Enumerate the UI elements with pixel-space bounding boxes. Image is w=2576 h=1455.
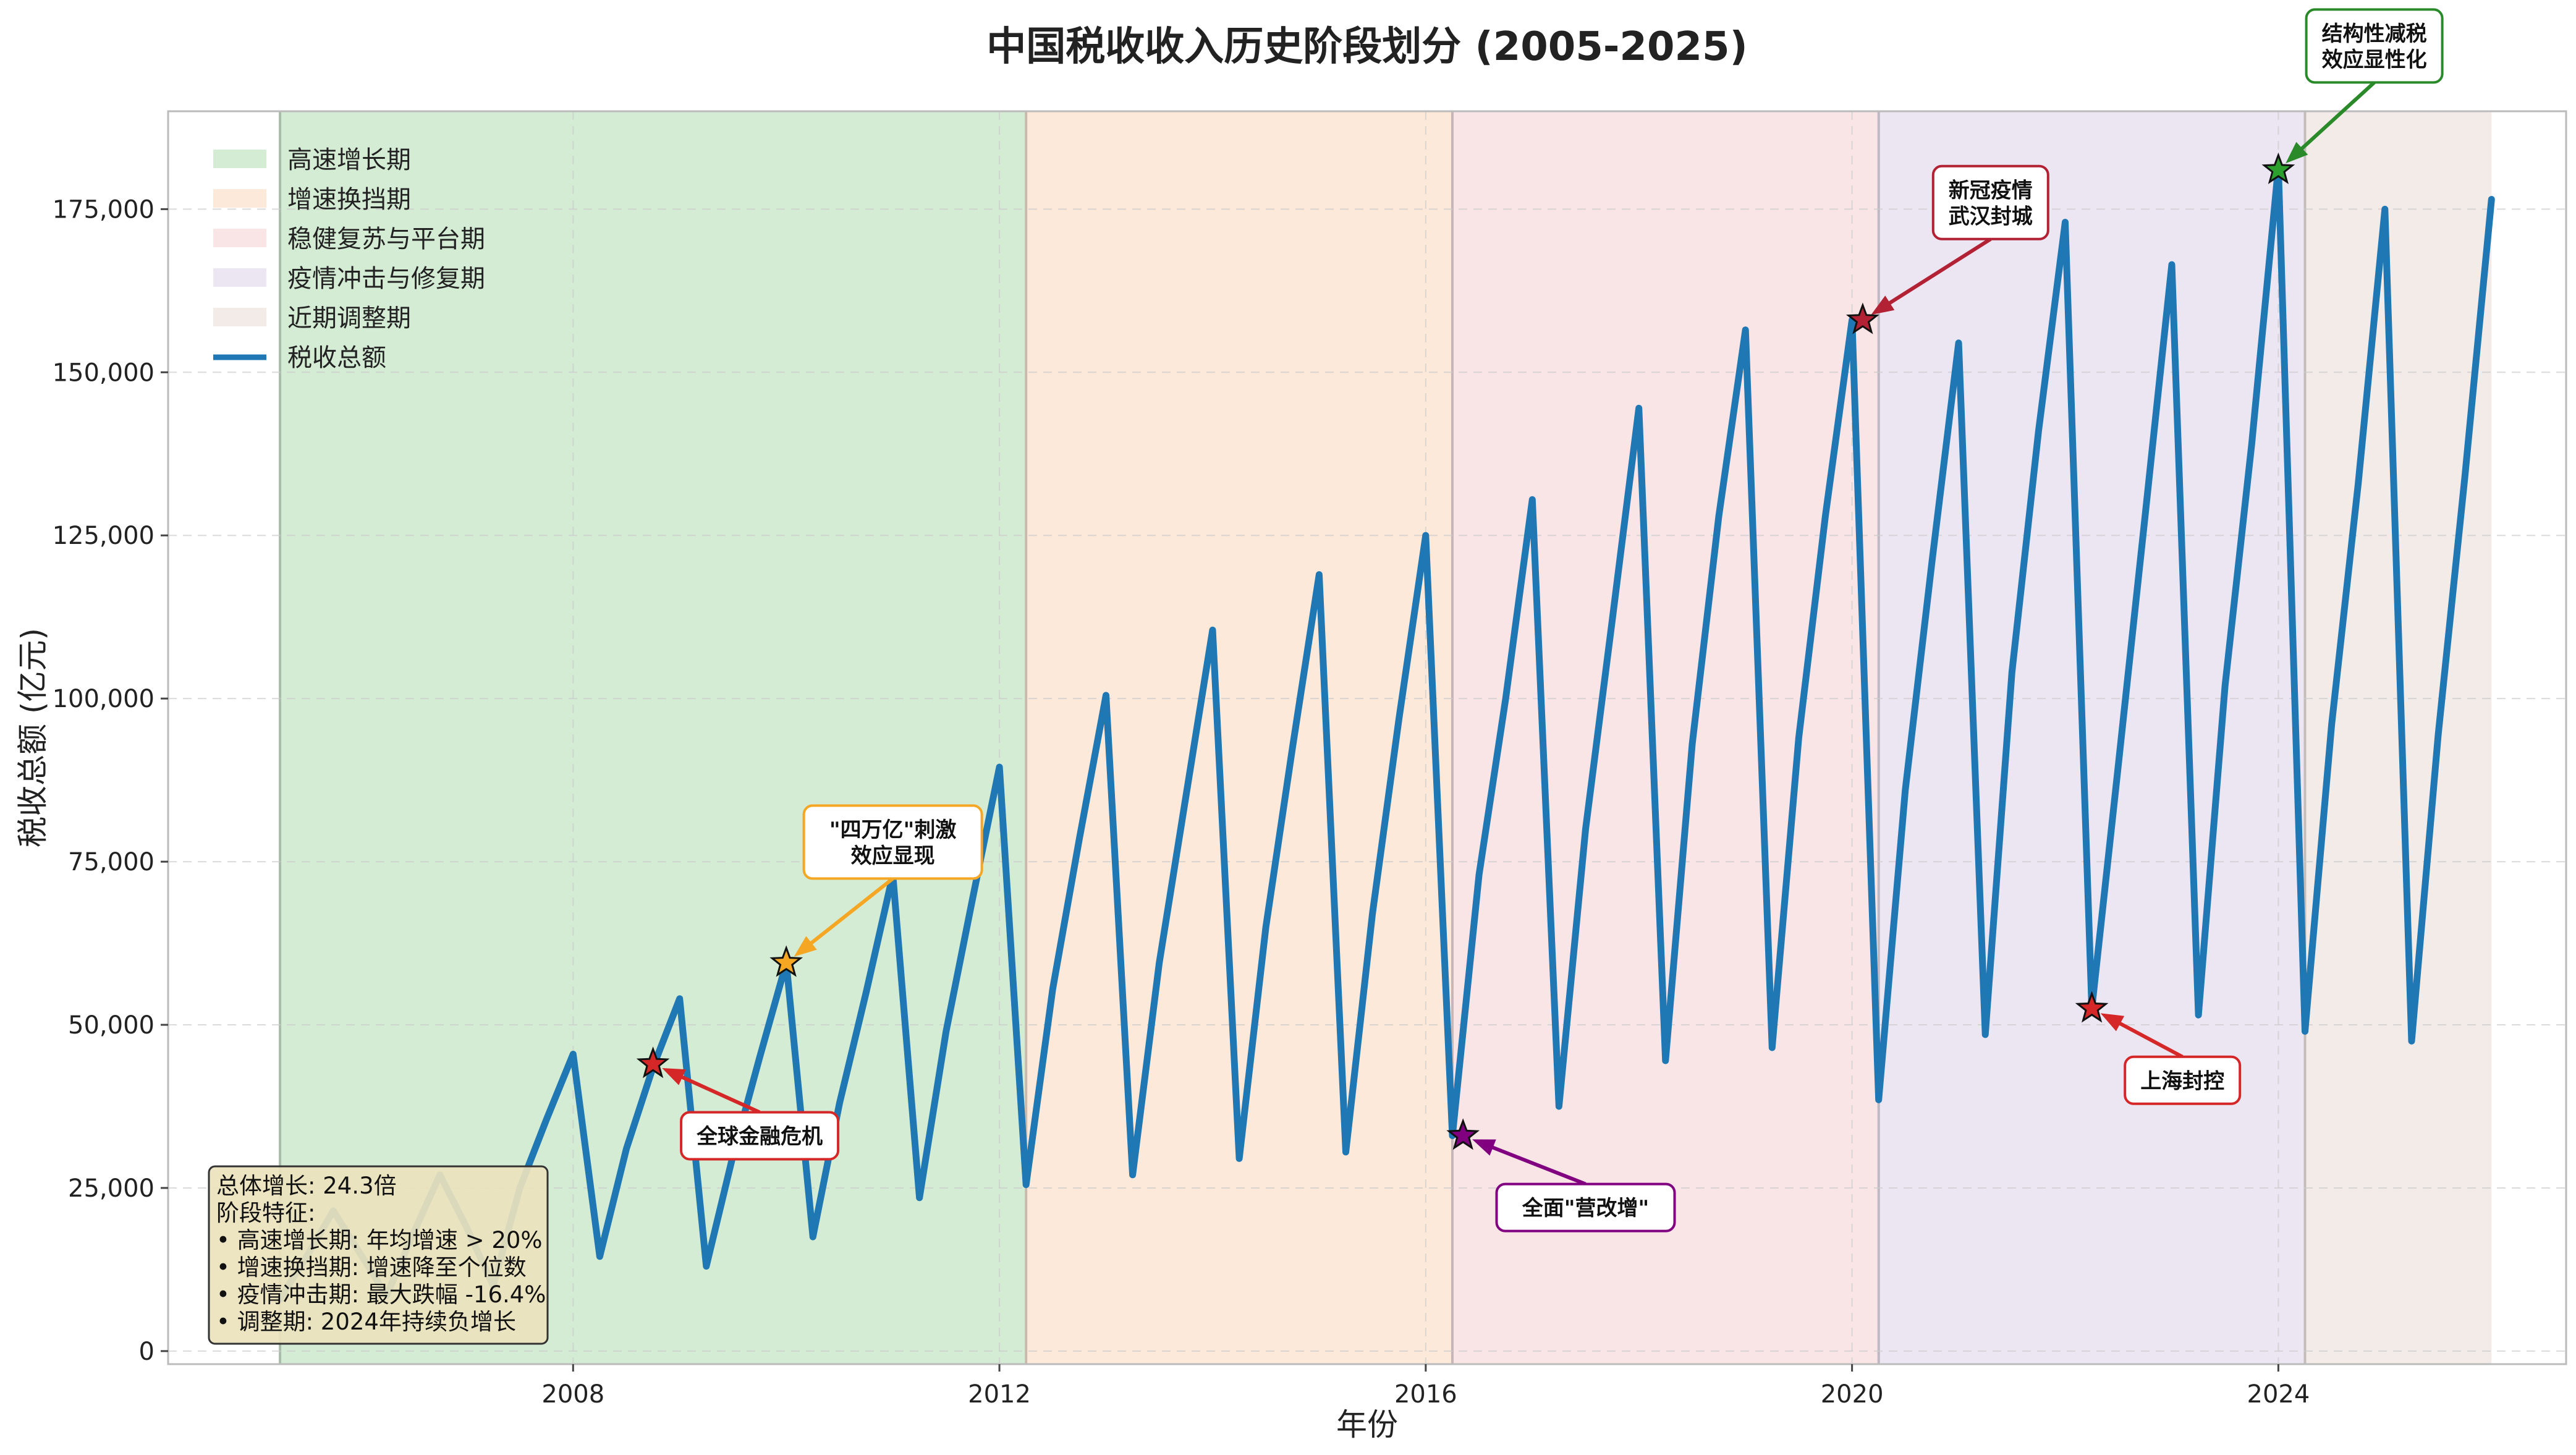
y-axis-label: 税收总额 (亿元) — [15, 628, 51, 847]
summary-line: • 增速换挡期: 增速降至个位数 — [216, 1254, 527, 1281]
annotation-label-line: 结构性减税 — [2322, 22, 2427, 46]
annotation-label-line: 新冠疫情 — [1949, 178, 2033, 203]
legend-swatch — [213, 268, 266, 287]
annotation-label-line: 效应显性化 — [2322, 48, 2427, 72]
phase-band — [1878, 111, 2305, 1364]
annotation-box — [802, 804, 983, 880]
annotation-label-line: 效应显现 — [851, 844, 935, 868]
legend-label: 税收总额 — [287, 344, 386, 372]
annotation-arrowhead — [2286, 142, 2308, 164]
annotation-arrowhead — [2100, 1013, 2125, 1032]
annotation-arrowhead — [794, 936, 817, 957]
phase-band — [280, 111, 1027, 1364]
annotation-box — [1931, 164, 2049, 240]
annotation-box — [2305, 8, 2444, 84]
event-star-marker — [2075, 991, 2109, 1023]
annotation-arrow — [2112, 1018, 2184, 1059]
annotation-arrow — [1883, 237, 1992, 308]
summary-line: 总体增长: 24.3倍 — [216, 1173, 397, 1199]
annotation-arrow — [1485, 1143, 1587, 1186]
summary-line: • 高速增长期: 年均增速 > 20% — [216, 1227, 543, 1254]
series-layer — [276, 163, 2495, 1302]
phase-band — [2305, 111, 2492, 1364]
legend-label: 高速增长期 — [287, 146, 411, 174]
y-axis: 0 25,000 50,000 75,000 100,000 125,000 150,000… — [53, 195, 168, 1366]
annotation-label: 全面"营改增" — [1522, 1196, 1649, 1221]
annotation-arrow — [2295, 81, 2376, 155]
x-tick-label: 2016 — [1394, 1380, 1457, 1409]
annotation-label-line: 全面"营改增" — [1522, 1196, 1649, 1221]
phase-bands — [279, 111, 2492, 1364]
x-axis-label: 年份 — [1336, 1407, 1398, 1443]
legend-label: 疫情冲击与修复期 — [287, 265, 485, 293]
legend-label: 增速换挡期 — [287, 185, 411, 214]
grid-lines — [168, 111, 2566, 1364]
annotation-label-line: 全球金融危机 — [696, 1124, 823, 1149]
series-line — [276, 163, 2495, 1302]
annotation-arrow — [804, 877, 894, 949]
chart-title: 中国税收收入历史阶段划分 (2005-2025) — [986, 24, 1748, 70]
summary-line: 阶段特征: — [216, 1200, 315, 1226]
annotation-label-line: 上海封控 — [2140, 1069, 2224, 1093]
annotation-label-line: "四万亿"刺激 — [829, 818, 956, 842]
annotation-label: 上海封控 — [2140, 1069, 2224, 1093]
event-star-marker — [636, 1046, 670, 1079]
legend-swatch — [213, 308, 266, 326]
y-tick-label: 50,000 — [68, 1011, 155, 1040]
y-tick-label: 125,000 — [53, 522, 155, 550]
legend-label: 近期调整期 — [287, 304, 411, 333]
summary-line: • 疫情冲击期: 最大跌幅 -16.4% — [216, 1281, 546, 1308]
phase-band — [1026, 111, 1452, 1364]
annotation-box — [1495, 1182, 1676, 1232]
event-star-marker — [2261, 152, 2295, 184]
event-star-marker — [769, 945, 803, 977]
annotation-label: 全球金融危机 — [696, 1124, 823, 1149]
x-tick-label: 2024 — [2247, 1380, 2310, 1409]
summary-line: • 调整期: 2024年持续负增长 — [216, 1309, 516, 1335]
x-axis: 2008 2012 2016 2020 2024 — [541, 1364, 2310, 1409]
annotation-label: 新冠疫情武汉封城 — [1949, 178, 2033, 229]
y-tick-label: 75,000 — [68, 848, 155, 876]
legend-swatch — [213, 229, 266, 247]
y-tick-label: 25,000 — [68, 1174, 155, 1203]
x-tick-label: 2020 — [1821, 1380, 1884, 1409]
event-star-marker — [1446, 1118, 1480, 1150]
y-tick-label: 175,000 — [53, 195, 155, 224]
legend-swatch — [213, 150, 266, 168]
x-tick-label: 2012 — [968, 1380, 1031, 1409]
annotation-label: "四万亿"刺激效应显现 — [829, 818, 956, 868]
y-tick-label: 0 — [139, 1338, 155, 1366]
phase-band — [1452, 111, 1879, 1364]
annotation-arrowhead — [1871, 295, 1895, 315]
y-tick-label: 100,000 — [53, 685, 155, 713]
y-tick-label: 150,000 — [53, 358, 155, 387]
event-star-marker — [1845, 302, 1879, 334]
legend-swatch — [213, 189, 266, 208]
annotation-label: 结构性减税效应显性化 — [2322, 22, 2427, 72]
legend-label: 稳健复苏与平台期 — [287, 225, 485, 253]
annotation-arrowhead — [1472, 1139, 1496, 1156]
annotation-label-line: 武汉封城 — [1949, 204, 2033, 229]
annotation-arrow — [674, 1072, 761, 1114]
annotation-arrowhead — [662, 1068, 686, 1085]
summary-box-bg — [208, 1165, 549, 1345]
annotation-box — [680, 1111, 840, 1161]
plot-frame — [167, 110, 2567, 1365]
x-tick-label: 2008 — [541, 1380, 604, 1409]
annotation-box — [2124, 1055, 2242, 1105]
